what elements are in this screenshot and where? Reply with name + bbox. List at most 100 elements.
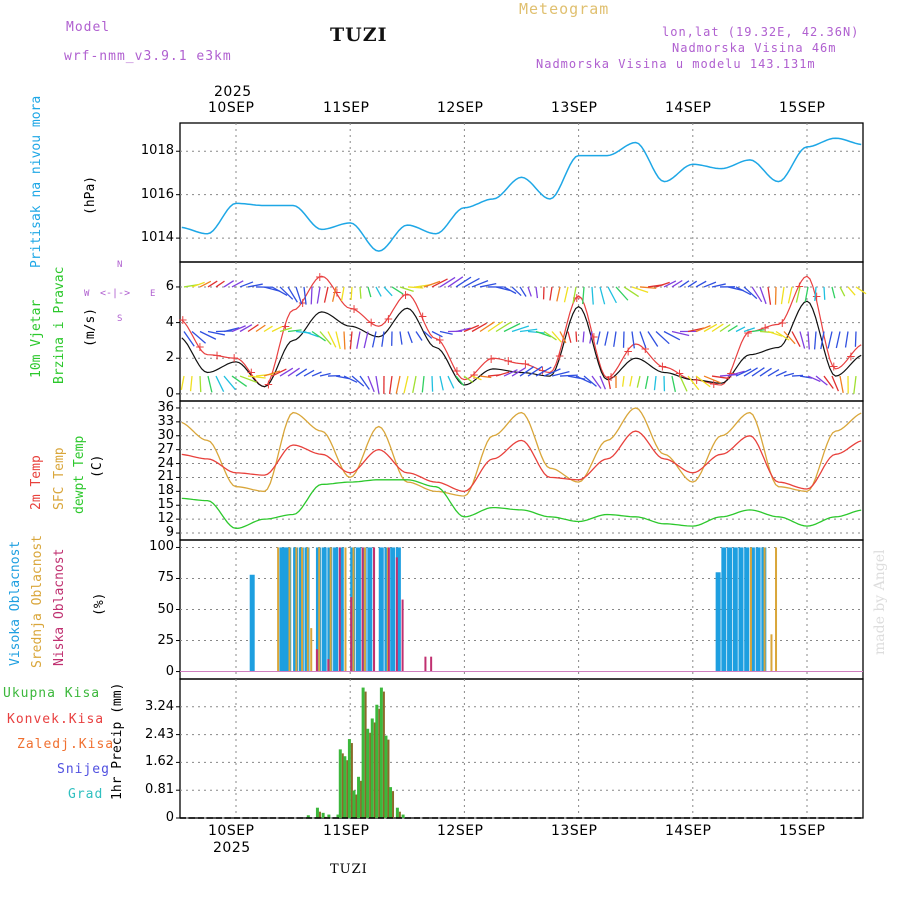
cloud-bar-1-10 [363,547,366,672]
cloud-bar-1-16 [775,547,778,672]
precip-bar-total-0 [306,815,310,818]
wind-gust-line [181,300,862,388]
year-top: 2025 [214,84,252,100]
wind-arrow [247,324,259,333]
cloud-bar-0-23 [727,547,733,672]
wind-arrow [743,367,758,377]
wind-marker-204: + [760,321,770,335]
wind-arrow [239,324,253,333]
compass-w: W [84,289,90,299]
wind-arrow [695,325,711,333]
panel-frames [176,122,864,819]
wind-arrow [455,375,465,387]
wind-arrow [431,278,448,288]
wind-arrow [844,331,849,348]
y-tick-label-3-2: 50 [157,601,174,617]
wind-arrow [711,323,724,333]
wind-arrow [572,286,577,304]
wind-arrow [527,286,532,297]
wind-arrow [559,331,567,344]
precip-bar-total-4 [336,814,340,818]
y-tick-label-2-6: 27 [157,441,174,457]
wind-arrow [295,368,308,377]
date-top-0: 10SEP [208,100,255,116]
wind-arrow [199,330,217,340]
wind-arrow [596,331,601,345]
precip-bar-conv-6 [346,760,349,818]
wind-arrow [331,286,337,302]
y-tick-label-2-3: 18 [157,483,174,499]
wind-arrow [207,280,218,288]
wind-marker-198: + [743,326,753,340]
legend-hail: Grad [68,787,104,802]
y-tick-label-2-2: 15 [157,497,174,513]
wind-arrow [471,322,487,333]
pressure-unit: (hPa) [83,175,98,215]
wind-arrow [655,331,670,345]
cloud-bar-0-28 [755,547,761,672]
cloud-bar-2-2 [338,547,341,672]
wind-arrow [847,286,856,296]
y-tick-label-4-4: 3.24 [145,698,174,714]
wind-arrow [543,330,557,341]
wind-marker-120: + [520,357,530,371]
wind-arrow [191,331,206,344]
precip-bar-total-15 [384,735,388,818]
cloud-bar-0-24 [732,547,738,672]
temp-unit: (C) [90,454,105,478]
wind-arrow [820,331,825,350]
wind-arrow [189,375,193,392]
cloud-bar-0-27 [749,547,755,672]
wind-arrow [223,375,236,391]
temp2m-line [181,430,862,493]
wind-arrow [671,375,676,392]
watermark: made by Angel [872,549,888,656]
wind-arrow [787,286,793,304]
wind-arrow [207,375,213,393]
wind-arrow [599,286,606,305]
cloud-bar-2-5 [373,547,376,672]
footer-location: TUZI [330,862,368,877]
wind-arrow [599,375,606,390]
cloud-bar-1-12 [386,547,389,672]
wind-arrow [223,327,240,333]
legend-conv: Konvek.Kisa [7,712,105,727]
precip-bar-total-7 [347,739,351,818]
wind-marker-126: + [537,364,547,378]
wind-arrow [255,324,266,333]
precip-bar-conv-16 [392,791,395,818]
date-top-3: 13SEP [551,100,598,116]
wind-arrow [519,366,535,377]
wind-arrow [399,331,403,345]
wind-arrow [591,375,602,389]
wind-arrow [671,330,690,337]
wind-arrow [463,277,480,288]
wind-arrow [855,286,867,295]
wind-arrow [767,286,772,305]
wind-arrow [839,375,844,393]
wind-arrow [687,327,705,333]
wind-marker-24: + [246,365,256,379]
wind-arrow [303,286,307,305]
precip-bar-total-10 [361,687,365,818]
cloud-bar-1-1 [288,547,291,672]
wind-arrow [351,375,365,387]
wind-arrow [854,331,857,347]
y-tick-label-1-0: 0 [165,385,174,401]
wind-arrow [543,368,561,377]
wind-arrow [199,376,202,393]
wind-arrow [340,286,345,301]
date-bottom-5: 15SEP [779,823,826,839]
wind-arrow [563,286,569,303]
y-tick-label-1-3: 6 [165,278,174,294]
wind-arrow [813,331,817,350]
wind-arrow [279,327,293,333]
cloud-bar-2-4 [361,547,364,672]
wind-arrow [423,331,433,339]
wind-arrow [814,286,817,301]
cloud-bar-2-3 [350,597,353,672]
wind-arrow [703,323,718,333]
wind-arrow [495,286,511,292]
wind-arrow [631,286,649,293]
wind-marker-210: + [777,316,787,330]
